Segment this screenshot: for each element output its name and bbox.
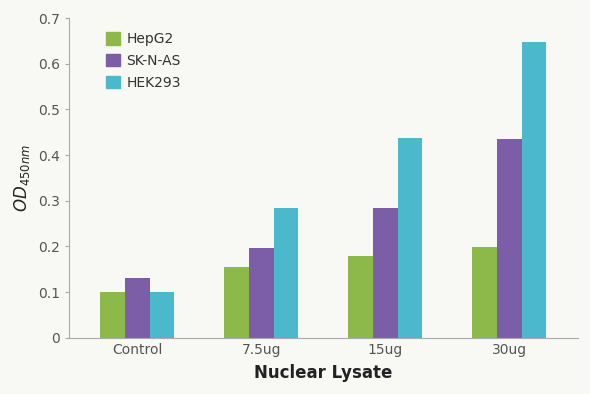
Bar bbox=[497, 139, 522, 338]
X-axis label: Nuclear Lysate: Nuclear Lysate bbox=[254, 364, 392, 381]
Bar bbox=[274, 208, 299, 338]
Bar bbox=[150, 292, 175, 338]
Bar bbox=[522, 42, 546, 338]
Bar bbox=[373, 208, 398, 338]
Bar bbox=[125, 278, 150, 338]
Y-axis label: OD$_{450nm}$: OD$_{450nm}$ bbox=[12, 144, 32, 212]
Bar bbox=[224, 267, 249, 338]
Legend: HepG2, SK-N-AS, HEK293: HepG2, SK-N-AS, HEK293 bbox=[101, 28, 185, 94]
Bar bbox=[348, 256, 373, 338]
Bar bbox=[249, 248, 274, 338]
Bar bbox=[472, 247, 497, 338]
Bar bbox=[100, 292, 125, 338]
Bar bbox=[398, 138, 422, 338]
